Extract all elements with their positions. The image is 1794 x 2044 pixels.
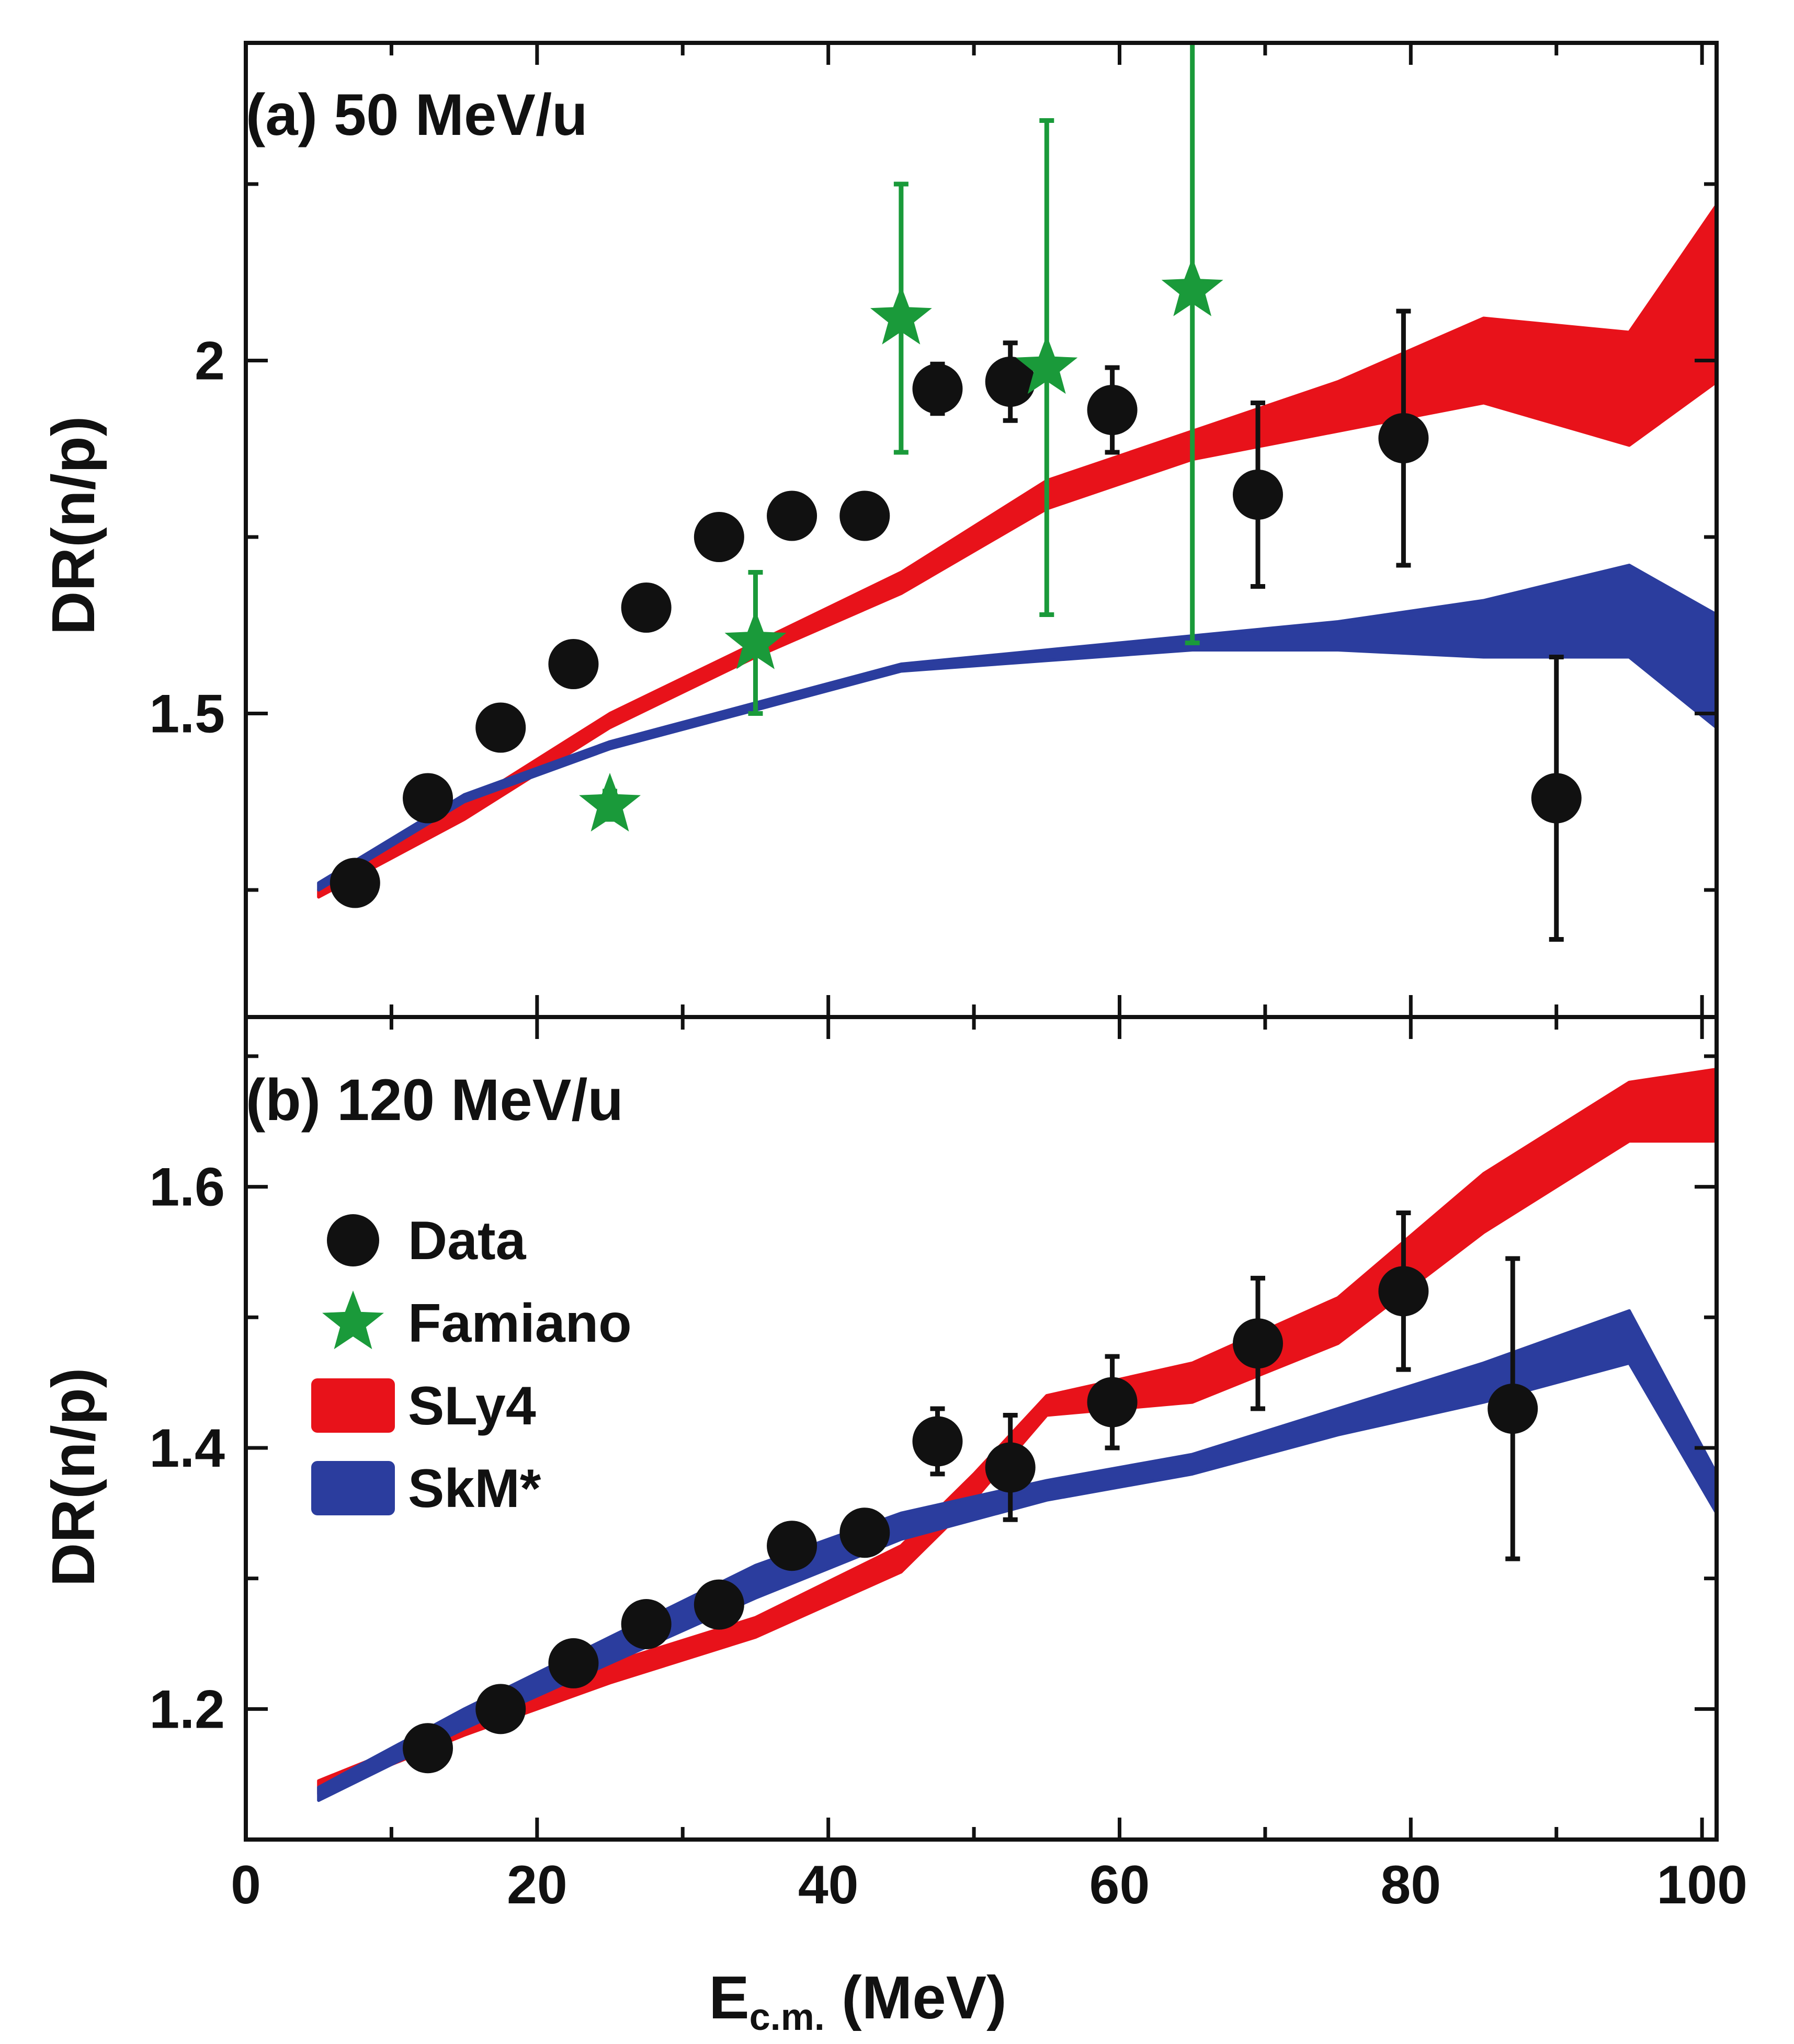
panel-a-point-data-6 [767,490,817,541]
panel-b-ticks [244,1017,1717,1842]
panel-a-point-data-8 [912,363,963,414]
x-axis-label-subscript: c.m. [750,1996,825,2038]
panel-b-point-data-11 [1378,1266,1429,1317]
legend-label-famiano: Famiano [408,1293,632,1354]
panel-a: 1.52 (a) 50 MeV/u DR(n/p) [39,41,1719,1019]
panel-b-point-data-4 [694,1579,744,1630]
x-tick-label: 60 [1089,1855,1150,1915]
x-tick-label: 100 [1656,1855,1747,1915]
panel-a-ticks [244,43,1717,1017]
panel-b-point-data-3 [621,1599,672,1650]
panel-a-point-data-10 [1087,385,1138,435]
x-tick-labels: 0 20 40 60 80 100 [231,1855,1747,1915]
panel-a-bands [317,203,1717,899]
panel-a-y-tick-label: 2 [195,331,225,392]
legend-label-sly4: SLy4 [408,1376,536,1436]
panel-b-title: (b) 120 MeV/u [246,1067,623,1133]
panel-a-point-famiano-0 [579,773,641,832]
panel-a-band-sly4 [317,203,1717,899]
legend: Data Famiano SLy4 SkM* [311,1211,632,1519]
panel-b-point-data-0 [403,1723,453,1774]
legend-entry-famiano: Famiano [322,1291,632,1354]
legend-symbol-skm [311,1461,395,1515]
panel-b-point-data-12 [1488,1384,1538,1434]
panel-a-point-data-13 [1531,773,1582,824]
panel-a-point-famiano-3 [1016,335,1078,394]
panel-a-point-data-3 [548,639,599,689]
panel-a-y-tick-labels: 1.52 [149,331,225,745]
x-tick-label: 80 [1380,1855,1441,1915]
panel-a-point-data-0 [330,858,380,908]
panel-b-y-axis-label: DR(n/p) [39,1368,107,1587]
x-tick-label: 40 [798,1855,859,1915]
legend-entry-skm: SkM* [311,1458,541,1519]
panel-b-frame [244,1015,1719,1842]
panel-b-point-data-5 [767,1521,817,1571]
x-tick-label: 0 [231,1855,261,1915]
panel-a-point-data-5 [694,512,744,562]
panel-a-markers [330,257,1582,908]
panel-b-point-data-1 [475,1684,526,1734]
panel-b-y-tick-label: 1.6 [149,1157,225,1218]
panel-a-y-tick-label: 1.5 [149,684,225,745]
panel-b: 1.2 1.4 1.6 0 20 40 60 80 100 (b) 120 MeV/u DR(… [39,1015,1747,1915]
panel-a-point-famiano-1 [724,610,787,669]
panel-a-title: (a) 50 MeV/u [246,82,588,147]
panel-a-errorbar-famiano-4 [1185,43,1200,645]
x-tick-label: 20 [507,1855,567,1915]
legend-entry-data: Data [327,1211,527,1271]
panel-b-y-tick-label: 1.4 [149,1418,225,1479]
panel-a-point-data-7 [839,490,890,541]
panel-a-point-famiano-4 [1161,257,1223,316]
legend-label-skm: SkM* [408,1458,541,1519]
legend-symbol-sly4 [311,1378,395,1433]
panel-a-point-famiano-2 [870,286,932,345]
panel-b-point-data-6 [839,1508,890,1558]
panel-a-point-data-4 [621,583,672,633]
legend-label-data: Data [408,1211,527,1271]
panel-b-point-data-8 [985,1442,1036,1493]
panel-a-point-data-9 [985,357,1036,407]
x-axis-label: Ec.m. (MeV) [709,1963,1006,2038]
panel-b-point-data-9 [1087,1377,1138,1428]
panel-a-point-data-11 [1232,470,1283,520]
panel-b-point-data-10 [1232,1318,1283,1369]
panel-b-y-tick-label: 1.2 [149,1679,225,1740]
panel-b-point-data-2 [548,1638,599,1688]
legend-symbol-famiano [322,1291,384,1350]
legend-entry-sly4: SLy4 [311,1376,536,1436]
panel-b-point-data-7 [912,1416,963,1467]
panel-b-markers [403,1266,1538,1774]
legend-symbol-data [327,1214,379,1266]
panel-b-band-sly4 [317,1067,1717,1796]
panel-a-point-data-2 [475,702,526,753]
panel-b-y-tick-labels: 1.2 1.4 1.6 [149,1157,225,1740]
panel-a-point-data-12 [1378,413,1429,463]
panel-a-y-axis-label: DR(n/p) [39,416,107,635]
panel-a-point-data-1 [403,773,453,824]
panel-a-band-skm [317,564,1717,892]
